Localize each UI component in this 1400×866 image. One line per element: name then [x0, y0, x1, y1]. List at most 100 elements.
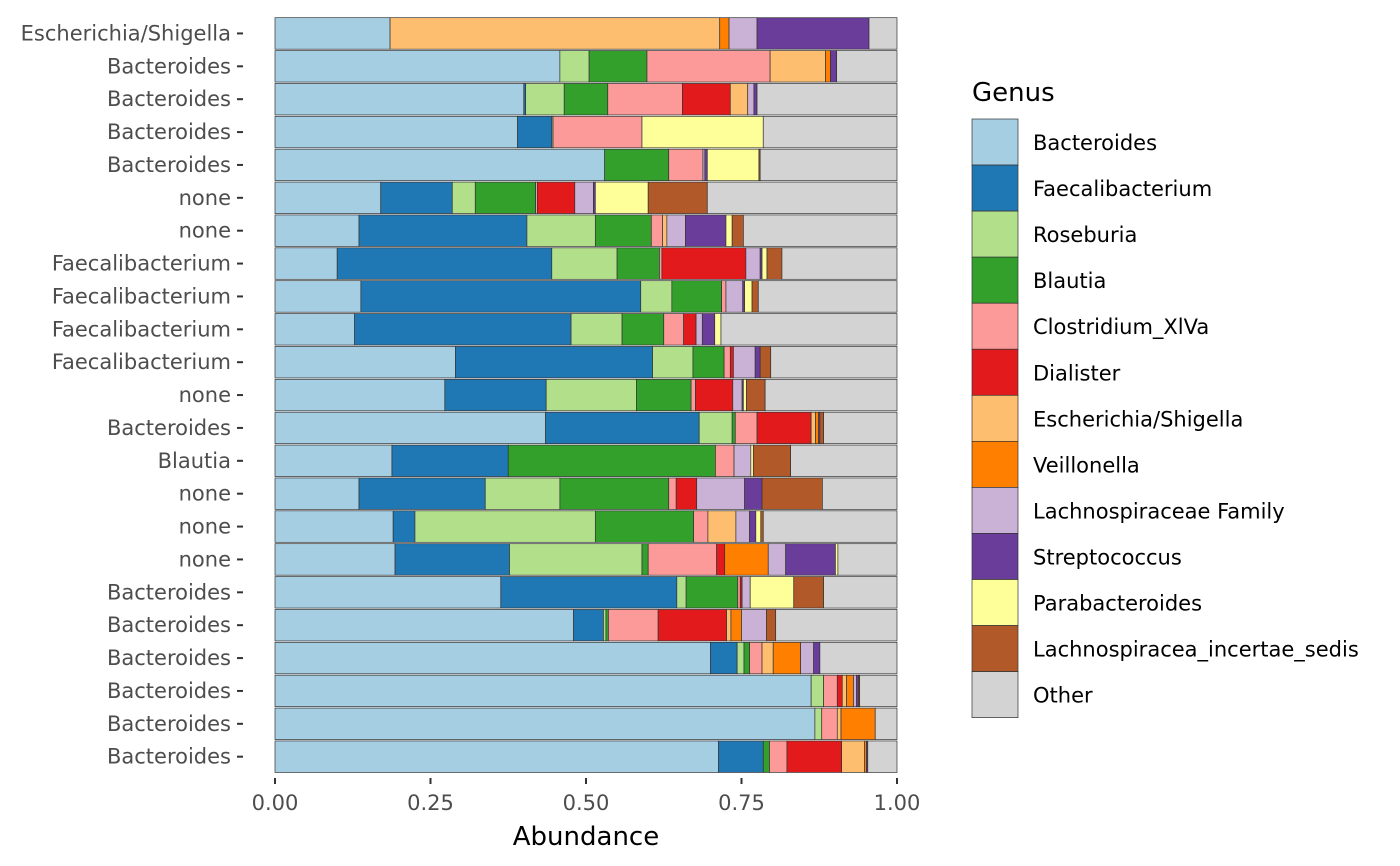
legend-swatch	[971, 533, 1019, 580]
bar-row-16	[274, 510, 898, 543]
bar-segment-lachnospiraceae-family	[725, 280, 744, 313]
legend-label: Faecalibacterium	[1033, 177, 1212, 201]
bar-row-3	[274, 83, 898, 116]
bar-segment-other	[757, 280, 898, 313]
bar-segment-blautia	[685, 576, 739, 609]
bar-segment-bacteroides	[274, 346, 456, 379]
y-tick-label: Bacteroides	[107, 54, 231, 78]
legend-label: Veillonella	[1033, 453, 1140, 477]
bar-segment-clostridium-xlva	[734, 411, 758, 445]
bar-segment-parabacteroides	[641, 115, 764, 149]
bar-segment-streptococcus	[785, 543, 836, 576]
legend-label: Parabacteroides	[1033, 592, 1202, 616]
x-tick-label: 0.00	[252, 791, 299, 815]
bar-segment-lachnospiracea-incertae-sedis	[761, 477, 823, 510]
bar-segment-blautia	[559, 477, 670, 510]
bar-segment-clostridium-xlva	[668, 148, 704, 182]
bar-segment-bacteroides	[274, 609, 574, 642]
bar-segment-clostridium-xlva	[650, 214, 663, 247]
y-tick-label: Faecalibacterium	[52, 252, 231, 276]
bar-segment-roseburia	[509, 543, 643, 576]
legend-label: Blautia	[1033, 269, 1106, 293]
bar-segment-escherichia-shigella	[662, 214, 668, 247]
bar-row-13	[274, 411, 898, 445]
bar-segment-lachnospiracea-incertae-sedis	[766, 609, 777, 642]
legend-label: Bacteroides	[1033, 131, 1157, 155]
bar-segment-other	[819, 641, 898, 675]
legend: Genus Bacteroides Faecalibacterium Rosebur…	[971, 78, 1359, 718]
legend-item-veillonella: Veillonella	[971, 441, 1140, 488]
legend-label: Escherichia/Shigella	[1033, 407, 1243, 431]
bar-row-2	[274, 50, 898, 83]
bar-segment-bacteroides	[274, 280, 362, 313]
y-tick-label: Escherichia/Shigella	[21, 21, 231, 45]
bar-segment-parabacteroides	[744, 280, 753, 313]
bar-segment-bacteroides	[274, 543, 396, 576]
bar-segment-roseburia	[814, 707, 823, 740]
bar-segment-roseburia	[545, 378, 637, 412]
bar-segment-parabacteroides	[750, 444, 754, 477]
y-tick-label: Faecalibacterium	[52, 350, 231, 374]
bar-segment-lachnospiraceae-family	[741, 576, 751, 609]
bar-segment-other	[859, 674, 898, 708]
legend-item-faecalibacterium: Faecalibacterium	[971, 164, 1212, 212]
bar-segment-clostridium-xlva	[769, 740, 788, 773]
bar-segment-lachnospiraceae-family	[696, 477, 745, 510]
bar-row-1	[274, 17, 898, 50]
bar-row-23	[274, 740, 898, 773]
bar-segment-bacteroides	[274, 674, 812, 708]
bar-segment-bacteroides	[274, 181, 382, 214]
bar-segment-blautia	[563, 83, 609, 116]
bar-segment-bacteroides	[274, 444, 393, 477]
bar-row-21	[274, 674, 898, 708]
bar-segment-dialister	[756, 411, 812, 445]
bar-segment-other	[775, 609, 898, 642]
bar-segment-parabacteroides	[706, 148, 760, 182]
legend-item-blautia: Blautia	[971, 256, 1106, 304]
bar-segment-clostridium-xlva	[608, 609, 659, 642]
y-tick-label: Bacteroides	[107, 580, 231, 604]
bar-segment-bacteroides	[274, 641, 711, 675]
legend-swatch	[971, 579, 1019, 626]
bar-segment-veillonella	[846, 674, 854, 708]
bar-segment-faecalibacterium	[500, 576, 678, 609]
bar-segment-blautia	[671, 280, 722, 313]
bar-segment-roseburia	[451, 181, 476, 214]
bar-segment-lachnospiraceae-family	[745, 247, 761, 280]
legend-swatch	[971, 256, 1019, 304]
bar-segment-clostridium-xlva	[715, 444, 735, 477]
bar-row-12	[274, 378, 898, 412]
bar-segment-parabacteroides	[714, 313, 722, 346]
bar-segment-streptococcus	[754, 346, 761, 379]
bar-segment-faecalibacterium	[360, 280, 642, 313]
legend-item-parabacteroides: Parabacteroides	[971, 579, 1202, 626]
bar-segment-other	[781, 247, 898, 280]
bar-segment-faecalibacterium	[336, 247, 553, 280]
bar-segment-clostridium-xlva	[749, 641, 763, 675]
bar-segment-clostridium-xlva	[607, 83, 683, 116]
y-tick-label: Blautia	[158, 449, 231, 473]
legend-swatch	[971, 210, 1019, 258]
bar-row-10	[274, 313, 898, 346]
bar-segment-bacteroides	[274, 378, 446, 412]
bar-segment-bacteroides	[274, 115, 518, 149]
bar-segment-bacteroides	[274, 214, 360, 247]
legend-swatch	[971, 487, 1019, 534]
legend-label: Lachnospiraceae Family	[1033, 499, 1285, 523]
bar-segment-lachnospiracea-incertae-sedis	[752, 444, 791, 477]
legend-title: Genus	[972, 78, 1055, 108]
y-tick-label: Bacteroides	[107, 613, 231, 637]
bar-segment-lachnospiraceae-family	[695, 313, 703, 346]
x-axis: 0.00 0.25 0.50 0.75 1.00	[252, 778, 920, 815]
bar-segment-other	[823, 576, 898, 609]
bar-segment-lachnospiraceae-family	[747, 83, 755, 116]
bar-segment-faecalibacterium	[573, 609, 604, 642]
bar-segment-parabacteroides	[594, 181, 649, 214]
bar-segment-lachnospiracea-incertae-sedis	[760, 510, 764, 543]
legend-swatch	[971, 671, 1019, 718]
bar-segment-blautia	[636, 378, 692, 412]
bar-segment-faecalibacterium	[354, 313, 572, 346]
bar-segment-lachnospiraceae-family	[853, 674, 857, 708]
bar-segment-blautia	[474, 181, 536, 214]
bar-segment-lachnospiracea-incertae-sedis	[793, 576, 824, 609]
